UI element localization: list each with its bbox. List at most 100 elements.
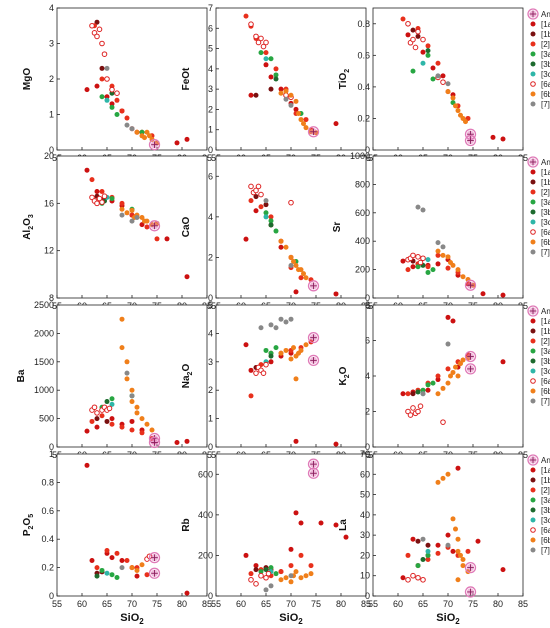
data-point-6a <box>415 408 421 415</box>
data-point-2 <box>119 200 125 206</box>
data-point-Anchors <box>307 458 320 470</box>
data-point-1a <box>243 552 249 558</box>
data-point-6a <box>114 90 120 96</box>
legend-label: [3a] <box>541 496 550 505</box>
y-tick-label: 60 <box>360 469 370 479</box>
data-point-6b <box>293 569 299 575</box>
y-tick-label: 2 <box>208 252 213 262</box>
y-tick-label: 600 <box>198 469 213 479</box>
data-point-1a <box>129 418 135 424</box>
data-point-3a <box>114 112 120 117</box>
data-point-Anchors <box>148 220 161 232</box>
data-point-6a <box>420 576 426 583</box>
data-point-6b <box>440 385 446 391</box>
y-tick-label: 0 <box>365 591 370 601</box>
data-point-3a <box>109 572 115 578</box>
data-point-7 <box>104 65 110 71</box>
y-tick-label: 70 <box>360 449 370 459</box>
legend-marker <box>530 527 536 533</box>
data-point-3b <box>415 389 421 395</box>
legend: Anchors[1a][1b][2][3a][3b][3c][6a][6b][7… <box>527 156 550 257</box>
data-point-6a <box>263 39 269 46</box>
data-point-6b <box>435 391 441 397</box>
legend-label: [7] <box>541 248 550 257</box>
data-point-2 <box>278 569 284 575</box>
data-point-2 <box>435 373 441 379</box>
data-point-7 <box>134 215 140 221</box>
data-point-7 <box>283 319 289 325</box>
data-point-1a <box>410 536 416 542</box>
y-axis-label: K2O <box>338 366 351 385</box>
data-point-7 <box>129 393 135 399</box>
x-tick-label: 65 <box>418 599 428 609</box>
legend-marker <box>530 179 536 185</box>
data-point-1a <box>184 590 190 596</box>
y-tick-label: 2 <box>208 385 213 395</box>
data-point-Anchors <box>307 280 320 292</box>
legend-marker <box>530 497 536 503</box>
data-point-Anchors <box>464 279 477 291</box>
legend-label: Anchors <box>541 307 550 316</box>
data-point-2 <box>435 60 441 66</box>
data-point-6b <box>291 258 296 264</box>
data-point-2 <box>248 393 254 399</box>
y-tick-label: 0 <box>49 591 54 601</box>
legend-label: [3b] <box>541 357 550 366</box>
legend-marker <box>530 209 536 215</box>
y-tick-label: 3 <box>208 357 213 367</box>
data-point-3a <box>99 567 105 573</box>
y-tick-label: 6 <box>208 171 213 181</box>
y-tick-label: 8 <box>365 300 370 310</box>
y-axis-label: Na2O <box>181 364 194 389</box>
data-point-1a <box>89 558 95 563</box>
data-point-6b <box>460 556 466 562</box>
data-point-1b <box>410 391 416 397</box>
data-point-6a <box>405 20 411 27</box>
data-point-7 <box>445 542 451 548</box>
data-point-6b <box>298 267 304 273</box>
data-point-1b <box>94 19 100 25</box>
x-tick-label: 80 <box>336 599 346 609</box>
data-point-2 <box>435 252 441 258</box>
data-point-3a <box>268 218 274 224</box>
data-point-1a <box>288 546 294 552</box>
data-point-3b <box>94 573 100 579</box>
x-tick-label: 80 <box>493 599 503 609</box>
legend-label: [3c] <box>541 516 550 525</box>
x-tick-label: 55 <box>368 599 378 609</box>
x-tick-label: 75 <box>311 599 321 609</box>
data-point-3a <box>258 50 264 56</box>
data-point-3a <box>430 380 436 386</box>
data-point-7 <box>119 565 125 571</box>
data-point-3a <box>273 345 279 351</box>
data-point-3a <box>430 267 436 273</box>
x-tick-label: 70 <box>443 599 453 609</box>
legend-label: [3a] <box>541 50 550 59</box>
data-point-1a <box>248 92 254 98</box>
data-point-3b <box>268 222 274 228</box>
scatter-panel-6: 5560657075808502004006008001000SrAnchors… <box>332 151 550 311</box>
data-point-6b <box>460 563 466 569</box>
data-point-3a <box>139 129 145 135</box>
data-point-2 <box>248 198 254 204</box>
scatter-panel-9: 5560657075808502468K2OAnchors[1a][1b][2]… <box>338 300 550 460</box>
data-point-6b <box>139 416 145 422</box>
y-tick-label: 5 <box>208 300 213 310</box>
data-point-1a <box>243 342 249 348</box>
data-point-6b <box>291 345 296 351</box>
data-point-2 <box>109 421 115 427</box>
data-point-7 <box>288 573 294 579</box>
data-point-1b <box>425 542 431 548</box>
scatter-panel-12: 55606570758085010203040506070LaSiO2Ancho… <box>338 449 550 626</box>
x-tick-label: 65 <box>102 599 112 609</box>
data-point-2 <box>114 550 120 556</box>
legend-marker <box>530 477 536 483</box>
data-point-2 <box>273 66 279 72</box>
legend-marker <box>530 398 536 404</box>
data-point-3b <box>104 399 110 405</box>
data-point-6b <box>303 275 309 281</box>
data-point-2 <box>144 572 150 578</box>
data-point-6a <box>405 576 411 583</box>
data-point-Anchors <box>307 467 320 479</box>
plot-frame <box>215 304 367 448</box>
